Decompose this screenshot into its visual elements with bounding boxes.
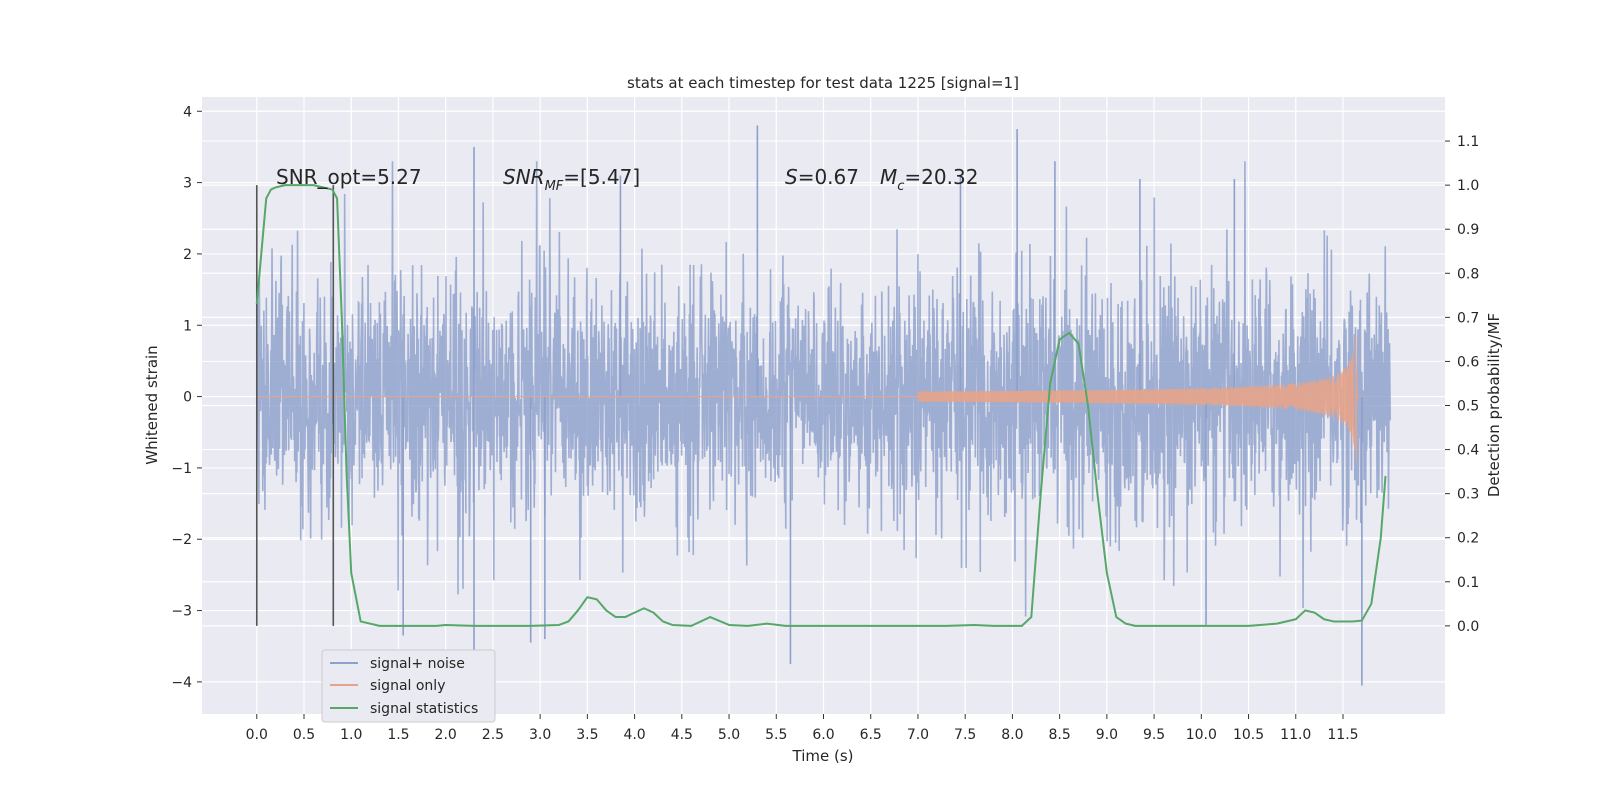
data-layer [255, 125, 1392, 686]
annotation-snr-mf: SNRMF=[5.47] [503, 165, 640, 194]
y-right-tick-label: 0.0 [1457, 619, 1479, 635]
x-tick-label: 6.0 [812, 727, 834, 743]
y-right-tick-label: 0.5 [1457, 399, 1479, 415]
signal-statistics-line [255, 184, 1387, 627]
y-tick-label: 2 [183, 247, 192, 263]
x-axis-label: Time (s) [792, 747, 854, 765]
axes: 0.0 0.5 1.0 1.5 2.0 2.5 3.0 3.5 4.0 4.5 5.0 5.5 6.0 6… [171, 104, 1479, 743]
annotation-s: S=0.67 [785, 165, 859, 189]
x-tick-label: 4.5 [671, 727, 693, 743]
mc-sub: c [897, 179, 904, 194]
legend: signal+ noise signal only signal statist… [321, 649, 496, 723]
snr-mf-main: SNR [503, 165, 545, 189]
x-tick-label: 2.0 [435, 727, 457, 743]
y-axis-label: Whitened strain [143, 345, 161, 464]
y-right-tick-label: 1.0 [1457, 178, 1479, 194]
legend-label-signal-only: signal only [370, 678, 445, 694]
x-tick-label: 2.5 [482, 727, 504, 743]
x-tick-label: 7.0 [907, 727, 929, 743]
y-right-tick-label: 0.7 [1457, 310, 1479, 326]
x-tick-label: 1.5 [387, 727, 409, 743]
chart-title: stats at each timestep for test data 122… [627, 74, 1019, 92]
x-tick-label: 4.0 [623, 727, 645, 743]
x-tick-label: 6.5 [860, 727, 882, 743]
y-right-tick-label: 0.6 [1457, 354, 1479, 370]
y-right-tick-label: 0.4 [1457, 443, 1479, 459]
legend-label-signal-noise: signal+ noise [370, 656, 465, 672]
annotations: SNR_opt=5.27 SNRMF=[5.47] S=0.67 Mc=20.3… [276, 165, 978, 194]
x-tick-label: 3.0 [529, 727, 551, 743]
legend-label-signal-statistics: signal statistics [370, 701, 478, 717]
x-tick-label: 9.0 [1096, 727, 1118, 743]
y-right-tick-label: 0.2 [1457, 531, 1479, 547]
y-tick-label: −2 [171, 532, 192, 548]
y-tick-label: 3 [183, 176, 192, 192]
x-tick-label: 3.5 [576, 727, 598, 743]
y-tick-label: −1 [171, 461, 192, 477]
x-tick-label: 7.5 [954, 727, 976, 743]
x-tick-label: 10.5 [1233, 727, 1264, 743]
mc-value: =20.32 [904, 165, 978, 189]
y-tick-label: −3 [171, 604, 192, 620]
annotation-snr-opt: SNR_opt=5.27 [276, 165, 422, 189]
x-tick-label: 0.0 [246, 727, 268, 743]
x-tick-label: 9.5 [1143, 727, 1165, 743]
signal-noise-line [255, 161, 1392, 617]
y-right-tick-label: 0.9 [1457, 222, 1479, 238]
y-right-tick-label: 0.3 [1457, 487, 1479, 503]
x-tick-label: 11.5 [1327, 727, 1358, 743]
x-tick-label: 10.0 [1186, 727, 1217, 743]
signal-only-line [256, 336, 1362, 462]
y-tick-label: −4 [171, 675, 192, 691]
y-tick-label: 0 [183, 390, 192, 406]
x-tick-label: 8.0 [1001, 727, 1023, 743]
y-right-tick-label: 0.1 [1457, 575, 1479, 591]
x-tick-label: 1.0 [340, 727, 362, 743]
x-tick-label: 5.5 [765, 727, 787, 743]
snr-mf-sub: MF [545, 179, 564, 194]
x-tick-label: 5.0 [718, 727, 740, 743]
y-tick-label: 1 [183, 318, 192, 334]
x-tick-label: 11.0 [1280, 727, 1311, 743]
s-symbol: S [785, 165, 798, 189]
legend-box [321, 649, 496, 723]
annotation-mc: Mc=20.32 [880, 165, 978, 194]
snr-mf-value: =[5.47] [563, 165, 640, 189]
x-tick-label: 0.5 [293, 727, 315, 743]
y-axis-right-label: Detection probability/MF [1485, 313, 1503, 497]
y-right-tick-label: 1.1 [1457, 134, 1479, 150]
mc-main: M [880, 165, 897, 189]
y-tick-label: 4 [183, 104, 192, 120]
y-right-tick-label: 0.8 [1457, 266, 1479, 282]
s-value: =0.67 [798, 165, 859, 189]
x-tick-label: 8.5 [1048, 727, 1070, 743]
